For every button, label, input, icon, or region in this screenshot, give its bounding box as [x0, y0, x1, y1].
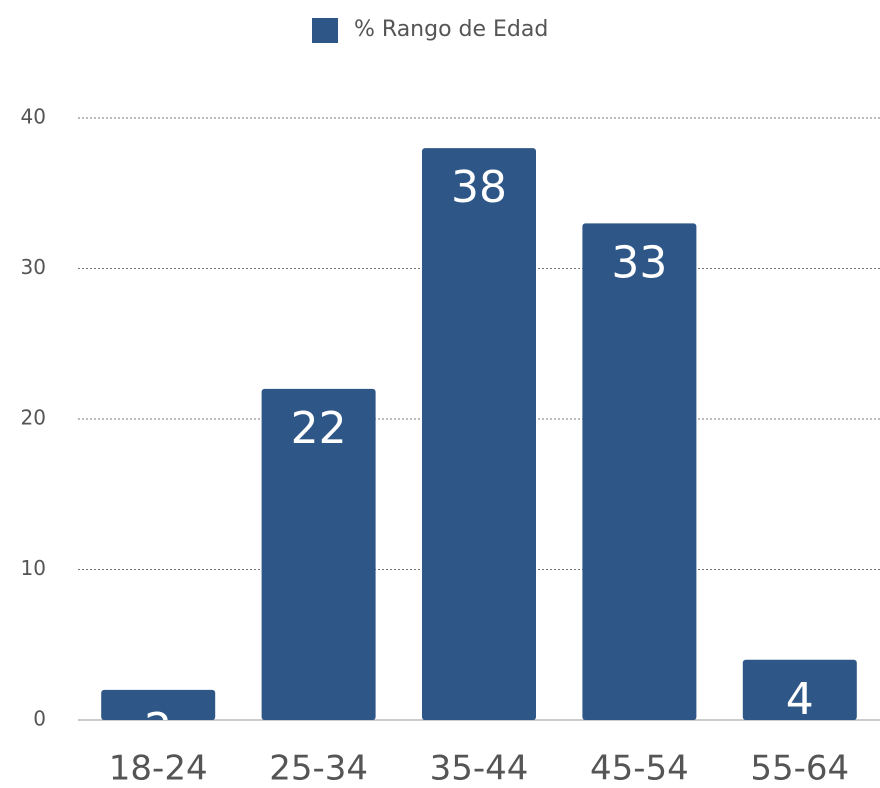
y-tick-label: 0: [33, 707, 46, 731]
data-label: 22: [291, 403, 347, 454]
x-tick-label: 45-54: [590, 749, 689, 788]
bar: [742, 659, 857, 720]
legend-label: % Rango de Edad: [354, 17, 548, 42]
y-tick-label: 20: [21, 406, 46, 430]
x-tick-label: 25-34: [269, 749, 368, 788]
x-tick-label: 55-64: [750, 749, 849, 788]
data-label: 4: [786, 674, 814, 725]
bar: [422, 148, 536, 721]
data-label: 33: [611, 237, 667, 288]
bar: [101, 689, 216, 720]
data-label: 2: [144, 704, 172, 755]
data-label: 38: [451, 162, 507, 213]
bar: [261, 388, 376, 720]
y-tick-label: 10: [21, 556, 46, 580]
x-tick-label: 18-24: [109, 749, 208, 788]
bar: [582, 223, 697, 720]
x-tick-label: 35-44: [430, 749, 529, 788]
y-tick-label: 30: [21, 255, 46, 279]
legend-swatch: [312, 18, 338, 43]
y-tick-label: 40: [21, 105, 46, 129]
